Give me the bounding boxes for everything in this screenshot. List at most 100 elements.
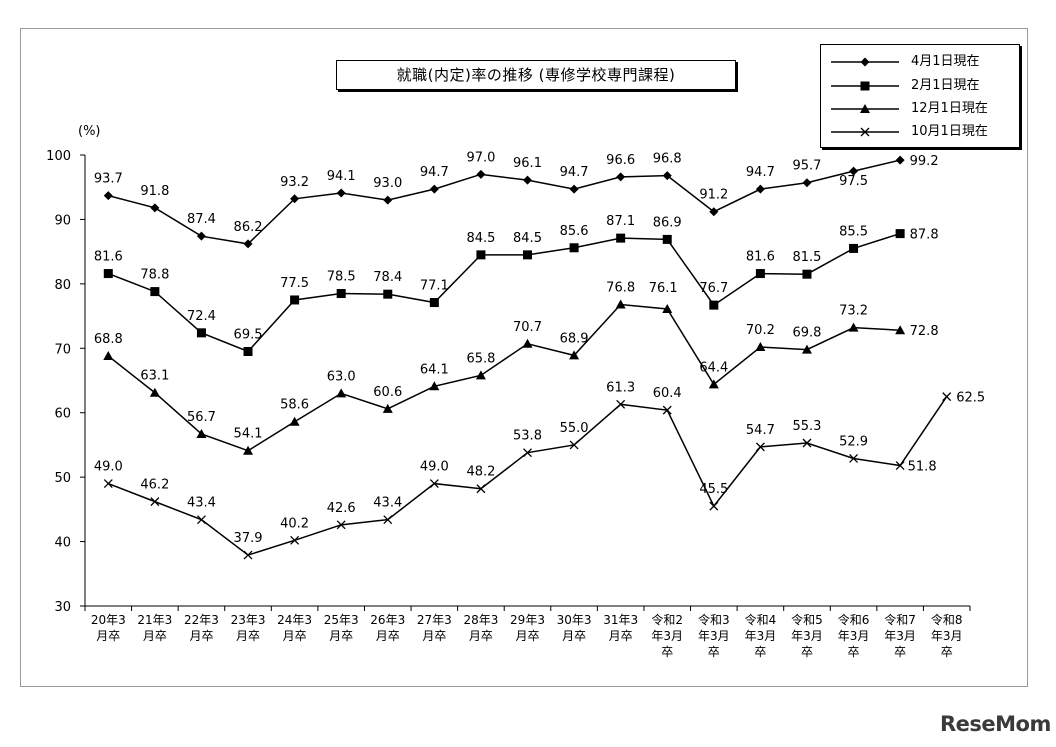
legend-label: 12月1日現在: [911, 101, 988, 116]
data-point-cross-stroke: [849, 453, 859, 463]
data-point-triangle: [708, 379, 719, 389]
x-tick-label-line: 20年3: [91, 613, 126, 627]
data-label: 55.0: [560, 421, 589, 436]
data-label: 65.8: [466, 351, 495, 366]
y-tick-label: 80: [54, 278, 71, 293]
x-tick-label-line: 年3月: [838, 629, 870, 643]
series-0: 93.7 91.8 87.4 86.2 93.2 94.1 93.0 94.7 97.0 96.1…: [94, 150, 939, 249]
data-label: 96.8: [653, 152, 682, 167]
data-point-cross-stroke: [429, 479, 439, 489]
x-tick-label: 22年3 月卒: [184, 613, 219, 643]
data-label: 85.6: [560, 224, 589, 239]
legend-swatch-diamond: [831, 57, 899, 67]
data-label: 91.8: [140, 184, 169, 199]
data-point-cross-stroke: [243, 550, 253, 560]
data-point-diamond: [802, 178, 812, 188]
data-label: 42.6: [327, 501, 356, 516]
data-point-cross-stroke: [103, 479, 113, 489]
data-point-triangle: [801, 344, 812, 354]
data-point-triangle: [895, 325, 906, 335]
data-point-square: [849, 243, 859, 253]
data-label: 51.8: [908, 460, 937, 475]
data-point-square: [429, 298, 439, 308]
data-point-cross-stroke: [523, 448, 532, 458]
legend-marker-stroke: [860, 127, 870, 137]
y-tick-label: 100: [46, 149, 71, 164]
x-tick-label-line: 令和4: [745, 612, 777, 627]
data-label: 53.8: [513, 429, 542, 444]
data-point-triangle: [243, 445, 254, 455]
data-label: 96.1: [513, 156, 542, 171]
data-label: 70.7: [513, 320, 542, 335]
data-label: 96.6: [606, 153, 635, 168]
x-tick-label-line: 年3月: [698, 629, 730, 643]
data-label: 93.2: [280, 175, 309, 190]
data-point-diamond: [103, 191, 113, 201]
data-point-cross: [662, 405, 672, 415]
x-tick-label-line: 卒: [848, 645, 860, 659]
data-label: 43.4: [187, 496, 216, 511]
y-tick-label: 90: [54, 213, 71, 228]
x-tick-label: 28年3 月卒: [463, 613, 498, 643]
data-label: 77.1: [420, 279, 449, 294]
data-point-cross: [755, 442, 765, 452]
data-point-cross: [802, 438, 812, 448]
series-3: 49.0 46.2 43.4 37.9 40.2 42.6 43.4 49.0 48.2 53.8…: [94, 380, 985, 560]
data-point-diamond: [429, 184, 439, 194]
x-tick-label-line: 令和5: [791, 612, 823, 627]
data-point-cross-stroke: [755, 442, 765, 452]
x-tick-label-line: 月卒: [96, 629, 120, 643]
x-tick-label: 令和7 年3月卒: [884, 612, 916, 659]
data-point-cross: [196, 515, 206, 525]
data-label: 94.7: [746, 165, 775, 180]
data-label: 58.6: [280, 398, 309, 413]
data-point-square: [569, 243, 579, 253]
legend-marker: [860, 81, 870, 91]
data-point-cross: [942, 392, 952, 402]
data-label: 64.1: [420, 362, 449, 377]
data-point-square: [150, 287, 160, 297]
data-label: 94.7: [560, 165, 589, 180]
x-tick-label-line: 卒: [661, 645, 673, 659]
x-tick-label: 令和4 年3月卒: [745, 612, 777, 659]
data-label: 87.8: [910, 228, 939, 243]
x-tick-label-line: 月卒: [422, 629, 446, 643]
data-label: 93.7: [94, 172, 123, 187]
legend-item-oct1: 10月1日現在: [821, 121, 1019, 143]
data-point-cross-stroke: [942, 392, 952, 402]
data-point-cross: [709, 501, 719, 511]
data-point-cross: [150, 497, 160, 507]
data-point-triangle: [382, 403, 393, 413]
data-label: 85.5: [839, 224, 868, 239]
brand-logo: ReseMom: [940, 712, 1051, 736]
data-label: 63.0: [327, 369, 356, 384]
data-point-diamond: [196, 231, 206, 241]
data-point-diamond: [616, 172, 626, 182]
data-point-diamond: [523, 175, 532, 185]
data-point-square: [103, 269, 113, 279]
x-tick-label: 27年3 月卒: [417, 613, 452, 643]
data-label: 62.5: [956, 391, 985, 406]
data-point-triangle: [615, 299, 626, 309]
data-label: 60.4: [653, 386, 682, 401]
data-point-diamond: [849, 166, 859, 176]
x-tick-label-line: 月卒: [562, 629, 586, 643]
data-label: 55.3: [792, 419, 821, 434]
data-label: 81.6: [746, 250, 775, 265]
legend-label: 4月1日現在: [911, 54, 980, 69]
data-point-square: [336, 289, 346, 299]
data-label: 87.1: [606, 214, 635, 229]
data-point-cross-stroke: [662, 405, 672, 415]
x-tick-label: 30年3 月卒: [557, 613, 592, 643]
data-label: 56.7: [187, 410, 216, 425]
data-label: 81.5: [792, 250, 821, 265]
data-point-triangle: [522, 338, 533, 348]
data-label: 87.4: [187, 212, 216, 227]
data-label: 54.7: [746, 423, 775, 438]
x-tick-label-line: 22年3: [184, 613, 219, 627]
data-point-cross: [616, 399, 626, 409]
data-label: 81.6: [94, 250, 123, 265]
y-tick-label: 60: [54, 407, 71, 422]
data-label: 49.0: [420, 460, 449, 475]
data-point-cross: [849, 453, 859, 463]
